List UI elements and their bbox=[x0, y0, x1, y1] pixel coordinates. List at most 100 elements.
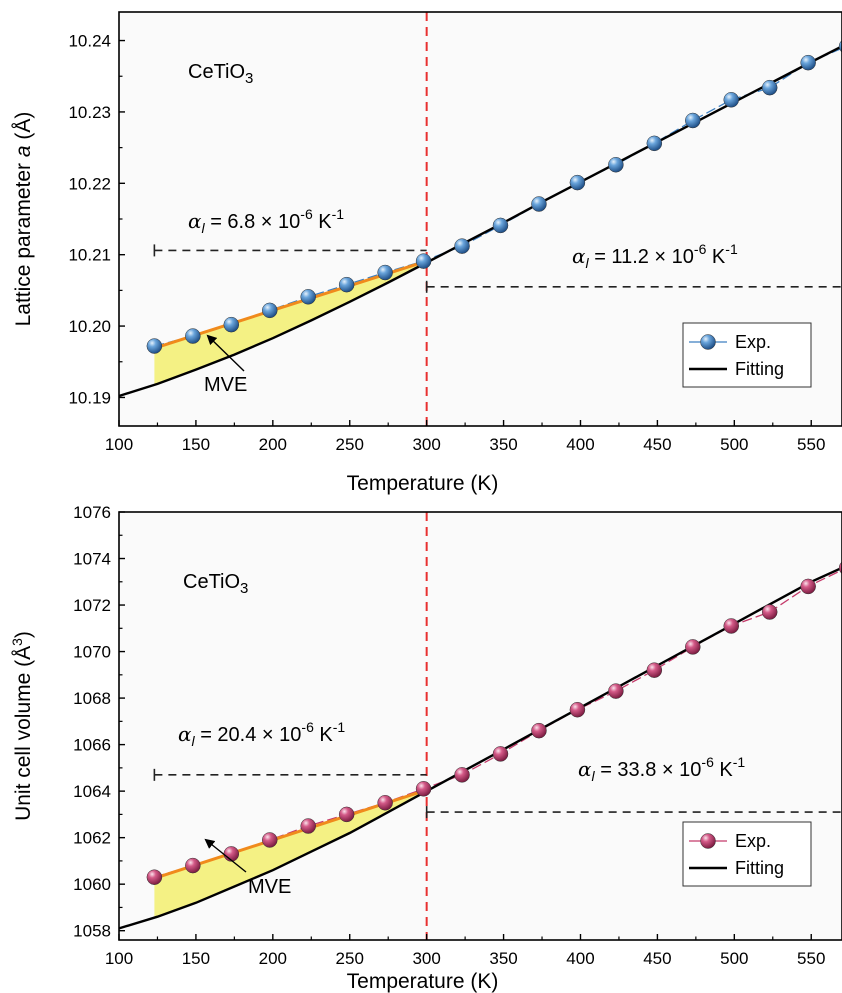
x-tick-label: 300 bbox=[412, 435, 440, 454]
exp-data-point bbox=[223, 316, 240, 333]
exp-data-point bbox=[146, 869, 163, 885]
mve-region bbox=[154, 790, 427, 918]
exp-data-point bbox=[415, 253, 432, 269]
x-tick-label: 150 bbox=[182, 435, 210, 454]
legend-fitting-label: Fitting bbox=[735, 858, 784, 878]
mve-label: MVE bbox=[204, 374, 247, 396]
y-tick-label: 10.23 bbox=[68, 103, 111, 122]
x-tick-label: 500 bbox=[720, 435, 748, 454]
alpha-subscript: l bbox=[202, 220, 206, 236]
x-tick-label: 350 bbox=[489, 949, 517, 968]
y-tick-label: 1062 bbox=[73, 829, 111, 848]
exp-data-point bbox=[300, 289, 316, 305]
y-tick-label: 1070 bbox=[73, 643, 111, 662]
alpha-unit-exponent: -1 bbox=[733, 754, 746, 770]
exp-data-point bbox=[685, 639, 701, 655]
alpha-value: = 6.8 × 10 bbox=[205, 211, 301, 233]
exp-data-point bbox=[492, 217, 509, 234]
compound-subscript: 3 bbox=[240, 580, 248, 597]
alpha-subscript: l bbox=[192, 733, 196, 749]
alpha-symbol: α bbox=[578, 757, 592, 781]
alpha-high-annotation: αl = 33.8 × 10-6 K-1 bbox=[578, 754, 745, 784]
y-tick-label: 10.20 bbox=[68, 317, 111, 336]
legend-exp-label: Exp. bbox=[735, 332, 771, 352]
x-tick-label: 550 bbox=[797, 949, 825, 968]
mve-label: MVE bbox=[248, 876, 291, 898]
compound-label: CeTiO3 bbox=[183, 571, 248, 597]
alpha-unit: K bbox=[714, 759, 734, 781]
y-axis-label-unit: (Å) bbox=[12, 112, 35, 146]
compound-name: CeTiO bbox=[188, 61, 245, 83]
x-tick-label: 100 bbox=[105, 949, 133, 968]
alpha-exponent: -6 bbox=[701, 754, 714, 770]
exp-data-point bbox=[454, 238, 470, 254]
exp-data-point bbox=[338, 806, 355, 823]
y-tick-label: 10.22 bbox=[68, 174, 111, 193]
exp-data-point bbox=[723, 92, 739, 108]
y-axis-label-text: Unit cell volume (Å bbox=[12, 646, 35, 821]
exp-data-point bbox=[300, 818, 316, 834]
alpha-symbol: α bbox=[178, 722, 192, 746]
y-axis-label-text: Lattice parameter bbox=[12, 157, 35, 326]
alpha-subscript: l bbox=[586, 255, 590, 271]
exp-data-point bbox=[800, 578, 816, 595]
legend-box bbox=[682, 322, 812, 388]
x-tick-label: 400 bbox=[566, 435, 594, 454]
x-tick-label: 400 bbox=[566, 949, 594, 968]
axes-frame bbox=[118, 511, 842, 941]
y-axis-label: Unit cell volume (Å3) bbox=[9, 631, 35, 821]
exp-data-point bbox=[723, 618, 739, 634]
exp-data-point bbox=[146, 338, 163, 354]
x-axis-label: Temperature (K) bbox=[347, 472, 499, 495]
alpha-unit: K bbox=[706, 246, 726, 268]
compound-name: CeTiO bbox=[183, 571, 240, 593]
exp-data-point bbox=[454, 767, 470, 783]
y-tick-label: 10.21 bbox=[68, 246, 111, 265]
exp-data-point bbox=[531, 722, 547, 739]
compound-subscript: 3 bbox=[245, 70, 253, 87]
exp-data-point bbox=[223, 846, 240, 862]
alpha-unit: K bbox=[313, 211, 333, 233]
exp-data-point bbox=[646, 662, 663, 678]
y-tick-label: 1072 bbox=[73, 596, 111, 615]
exp-data-point bbox=[761, 79, 778, 96]
alpha-unit-exponent: -1 bbox=[725, 241, 738, 257]
exp-data-point bbox=[608, 157, 624, 173]
exp-data-point bbox=[685, 112, 701, 129]
exp-data-point bbox=[185, 328, 201, 344]
y-tick-label: 1074 bbox=[73, 550, 111, 569]
mve-region bbox=[154, 261, 427, 385]
x-tick-label: 350 bbox=[489, 435, 517, 454]
alpha-value: = 11.2 × 10 bbox=[589, 246, 694, 268]
legend-box bbox=[682, 821, 812, 887]
alpha-symbol: α bbox=[188, 209, 202, 233]
exp-data-point bbox=[338, 276, 355, 293]
legend-exp-marker bbox=[700, 833, 716, 849]
x-tick-label: 300 bbox=[412, 949, 440, 968]
alpha-symbol: α bbox=[572, 244, 586, 268]
alpha-low-annotation: αl = 20.4 × 10-6 K-1 bbox=[178, 719, 345, 749]
x-axis-label: Temperature (K) bbox=[347, 970, 499, 993]
legend-exp-marker bbox=[700, 334, 716, 350]
alpha-value: = 20.4 × 10 bbox=[195, 724, 302, 746]
exp-data-point bbox=[608, 683, 624, 699]
y-tick-label: 1064 bbox=[73, 782, 111, 801]
y-axis-label-close: ) bbox=[12, 631, 35, 638]
exp-data-point bbox=[262, 832, 278, 848]
exp-data-point bbox=[377, 264, 393, 281]
x-tick-label: 500 bbox=[720, 949, 748, 968]
y-axis-label-symbol: a bbox=[12, 145, 35, 157]
exp-data-point bbox=[569, 174, 586, 191]
y-tick-label: 10.24 bbox=[68, 32, 111, 51]
legend-fitting-label: Fitting bbox=[735, 359, 784, 379]
alpha-unit-exponent: -1 bbox=[332, 206, 345, 222]
alpha-exponent: -6 bbox=[301, 719, 314, 735]
legend-exp-label: Exp. bbox=[735, 831, 771, 851]
y-tick-label: 1060 bbox=[73, 875, 111, 894]
x-tick-label: 200 bbox=[259, 949, 287, 968]
y-tick-label: 1076 bbox=[73, 503, 111, 522]
exp-data-point bbox=[531, 196, 547, 212]
alpha-low-annotation: αl = 6.8 × 10-6 K-1 bbox=[188, 206, 344, 236]
x-tick-label: 450 bbox=[643, 949, 671, 968]
